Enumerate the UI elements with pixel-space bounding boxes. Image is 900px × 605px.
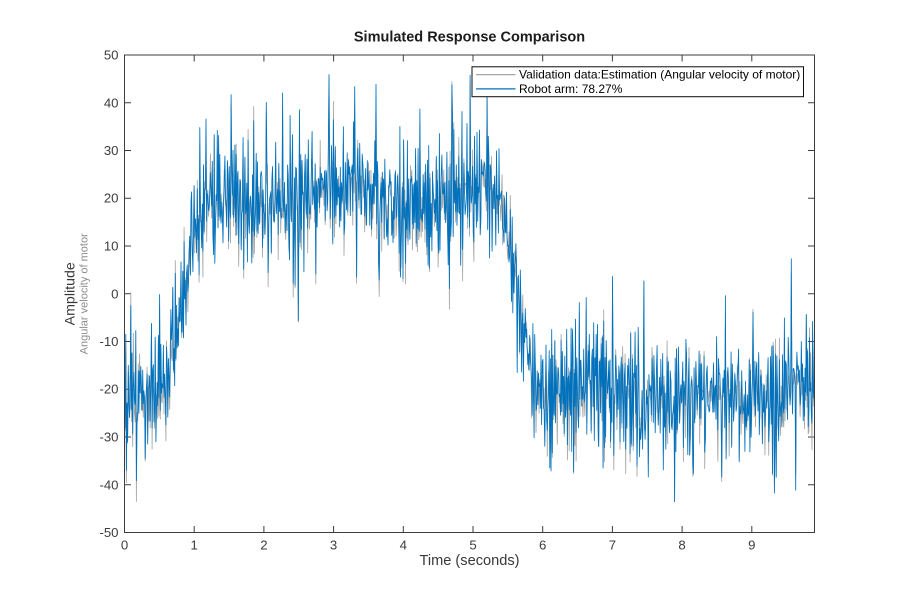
svg-text:10: 10: [104, 239, 119, 254]
svg-text:1: 1: [191, 538, 198, 553]
svg-text:9: 9: [748, 538, 755, 553]
svg-text:30: 30: [104, 143, 119, 158]
svg-text:-20: -20: [99, 382, 118, 397]
svg-text:2: 2: [260, 538, 267, 553]
svg-text:5: 5: [469, 538, 476, 553]
svg-text:Angular velocity of motor: Angular velocity of motor: [79, 233, 91, 354]
svg-text:50: 50: [104, 48, 119, 63]
svg-text:Simulated Response Comparison: Simulated Response Comparison: [354, 29, 585, 45]
svg-text:7: 7: [609, 538, 616, 553]
svg-text:-50: -50: [99, 525, 118, 540]
svg-text:-30: -30: [99, 430, 118, 445]
svg-text:8: 8: [678, 538, 685, 553]
svg-text:0: 0: [121, 538, 128, 553]
svg-text:3: 3: [330, 538, 337, 553]
svg-text:-40: -40: [99, 477, 118, 492]
svg-text:4: 4: [400, 538, 407, 553]
svg-text:Robot arm: 78.27%: Robot arm: 78.27%: [519, 82, 623, 96]
svg-text:Time (seconds): Time (seconds): [419, 553, 519, 569]
svg-text:40: 40: [104, 95, 119, 110]
svg-text:-10: -10: [99, 334, 118, 349]
svg-text:0: 0: [111, 286, 118, 301]
svg-text:Validation data:Estimation (An: Validation data:Estimation (Angular velo…: [519, 68, 800, 82]
svg-text:6: 6: [539, 538, 546, 553]
svg-text:20: 20: [104, 191, 119, 206]
svg-text:Amplitude: Amplitude: [63, 262, 79, 325]
